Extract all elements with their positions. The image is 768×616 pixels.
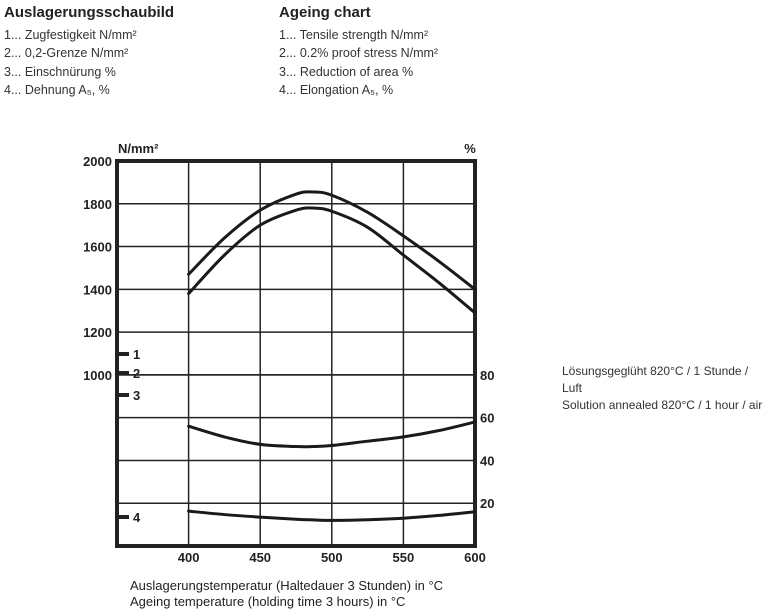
x-tick-label: 550 bbox=[393, 550, 415, 565]
curve-marker-tick bbox=[119, 393, 129, 397]
legend-german: Auslagerungsschaubild 1... Zugfestigkeit… bbox=[4, 4, 174, 100]
y-right-axis-label: % bbox=[464, 141, 476, 156]
x-axis-label-german: Auslagerungstemperatur (Haltedauer 3 Stu… bbox=[130, 578, 444, 593]
y-left-tick-label: 1400 bbox=[83, 282, 112, 297]
legend-item: 4... Elongation A₅, % bbox=[279, 83, 394, 97]
series-line-2 bbox=[187, 206, 477, 315]
x-axis-label: Auslagerungstemperatur (Haltedauer 3 Stu… bbox=[130, 578, 443, 610]
legend-item: 2... 0.2% proof stress N/mm² bbox=[279, 46, 439, 60]
legend-item: 2... 0,2-Grenze N/mm² bbox=[4, 46, 129, 60]
x-axis-label-english: Ageing temperature (holding time 3 hours… bbox=[130, 594, 406, 609]
legend-german-title: Auslagerungsschaubild bbox=[4, 4, 175, 21]
legend-item: 3... Einschnürung % bbox=[4, 64, 116, 79]
y-right-tick-label: 60 bbox=[480, 411, 494, 426]
series-line-4 bbox=[187, 509, 477, 522]
plot-frame bbox=[115, 159, 477, 548]
curve-marker-label: 3 bbox=[133, 388, 140, 403]
legend-item: 1... Tensile strength N/mm² bbox=[279, 27, 429, 42]
curve-marker-tick bbox=[119, 371, 129, 375]
y-left-tick-label: 1800 bbox=[83, 197, 112, 212]
curve-marker-tick bbox=[119, 352, 129, 356]
curve-marker-tick bbox=[119, 515, 129, 519]
heat-treatment-note: Lösungsgeglüht 820°C / 1 Stunde / Luft S… bbox=[562, 363, 768, 414]
y-left-tick-label: 1200 bbox=[83, 325, 112, 340]
legend-english: Ageing chart 1... Tensile strength N/mm²… bbox=[279, 4, 438, 100]
y-left-tick-label: 1000 bbox=[83, 368, 112, 383]
curve-marker-label: 4 bbox=[133, 510, 141, 525]
y-left-axis-label: N/mm² bbox=[118, 141, 159, 156]
curve-marker-label: 1 bbox=[133, 347, 140, 362]
note-english: Solution annealed 820°C / 1 hour / air bbox=[562, 398, 763, 412]
y-left-tick-label: 1600 bbox=[83, 240, 112, 255]
y-right-tick-label: 80 bbox=[480, 368, 494, 383]
curve-marker-label: 2 bbox=[133, 366, 140, 381]
legend-item: 4... Dehnung A₅, % bbox=[4, 83, 110, 97]
x-tick-label: 500 bbox=[321, 550, 343, 565]
y-right-tick-label: 20 bbox=[480, 496, 494, 511]
y-left-tick-label: 2000 bbox=[83, 154, 112, 169]
x-tick-label: 450 bbox=[249, 550, 271, 565]
note-german: Lösungsgeglüht 820°C / 1 Stunde / Luft bbox=[562, 364, 749, 395]
x-tick-label: 400 bbox=[178, 550, 200, 565]
series-line-1 bbox=[187, 190, 477, 291]
legend-english-title: Ageing chart bbox=[279, 4, 371, 21]
x-tick-label: 600 bbox=[464, 550, 486, 565]
y-right-tick-label: 40 bbox=[480, 453, 494, 468]
series-line-3 bbox=[187, 420, 477, 449]
legend-item: 3... Reduction of area % bbox=[279, 64, 414, 79]
legend-item: 1... Zugfestigkeit N/mm² bbox=[4, 27, 137, 42]
